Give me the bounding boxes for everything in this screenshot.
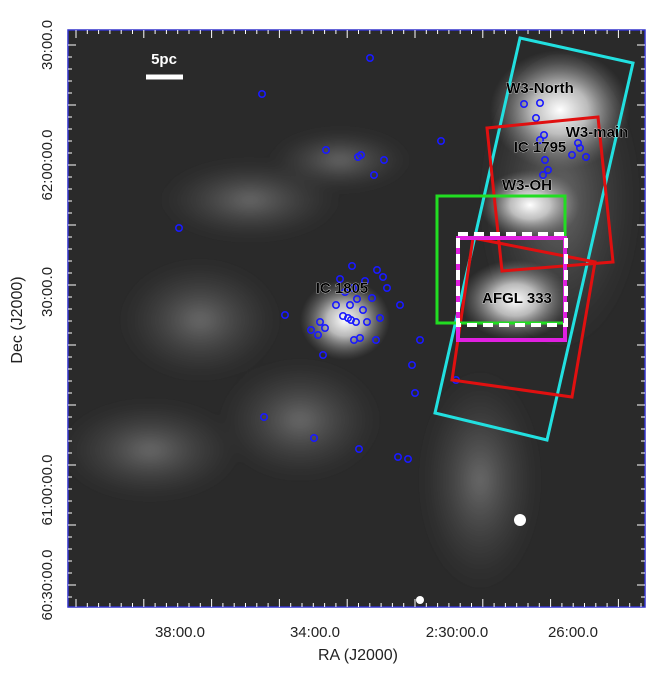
scale-label: 5pc [151,51,177,68]
y-tick-label: 61:00:00.0 [39,455,56,526]
y-tick-label: 30:00.0 [39,20,56,70]
x-tick-label: 26:00.0 [548,624,598,641]
x-tick-label: 34:00.0 [290,624,340,641]
y-axis-label: Dec (J2000) [9,276,26,363]
y-tick-label: 62:00:00.0 [39,130,56,201]
x-tick-label: 2:30:00.0 [426,624,489,641]
annotation: AFGL 333 [482,290,552,307]
annotation: IC 1805 [316,280,369,297]
annotation: IC 1795 [514,139,567,156]
y-tick-label: 60:30:00.0 [39,550,56,621]
y-tick-label: 30:00.0 [39,267,56,317]
x-tick-label: 38:00.0 [155,624,205,641]
annotation: W3-North [506,80,574,97]
x-axis-label: RA (J2000) [318,647,398,664]
annotation: W3-main [566,124,629,141]
figure: 5pc W3-North W3-main IC 1795 W3-OH IC 18… [0,0,648,669]
annotation: W3-OH [502,177,552,194]
sky-image [60,30,645,607]
